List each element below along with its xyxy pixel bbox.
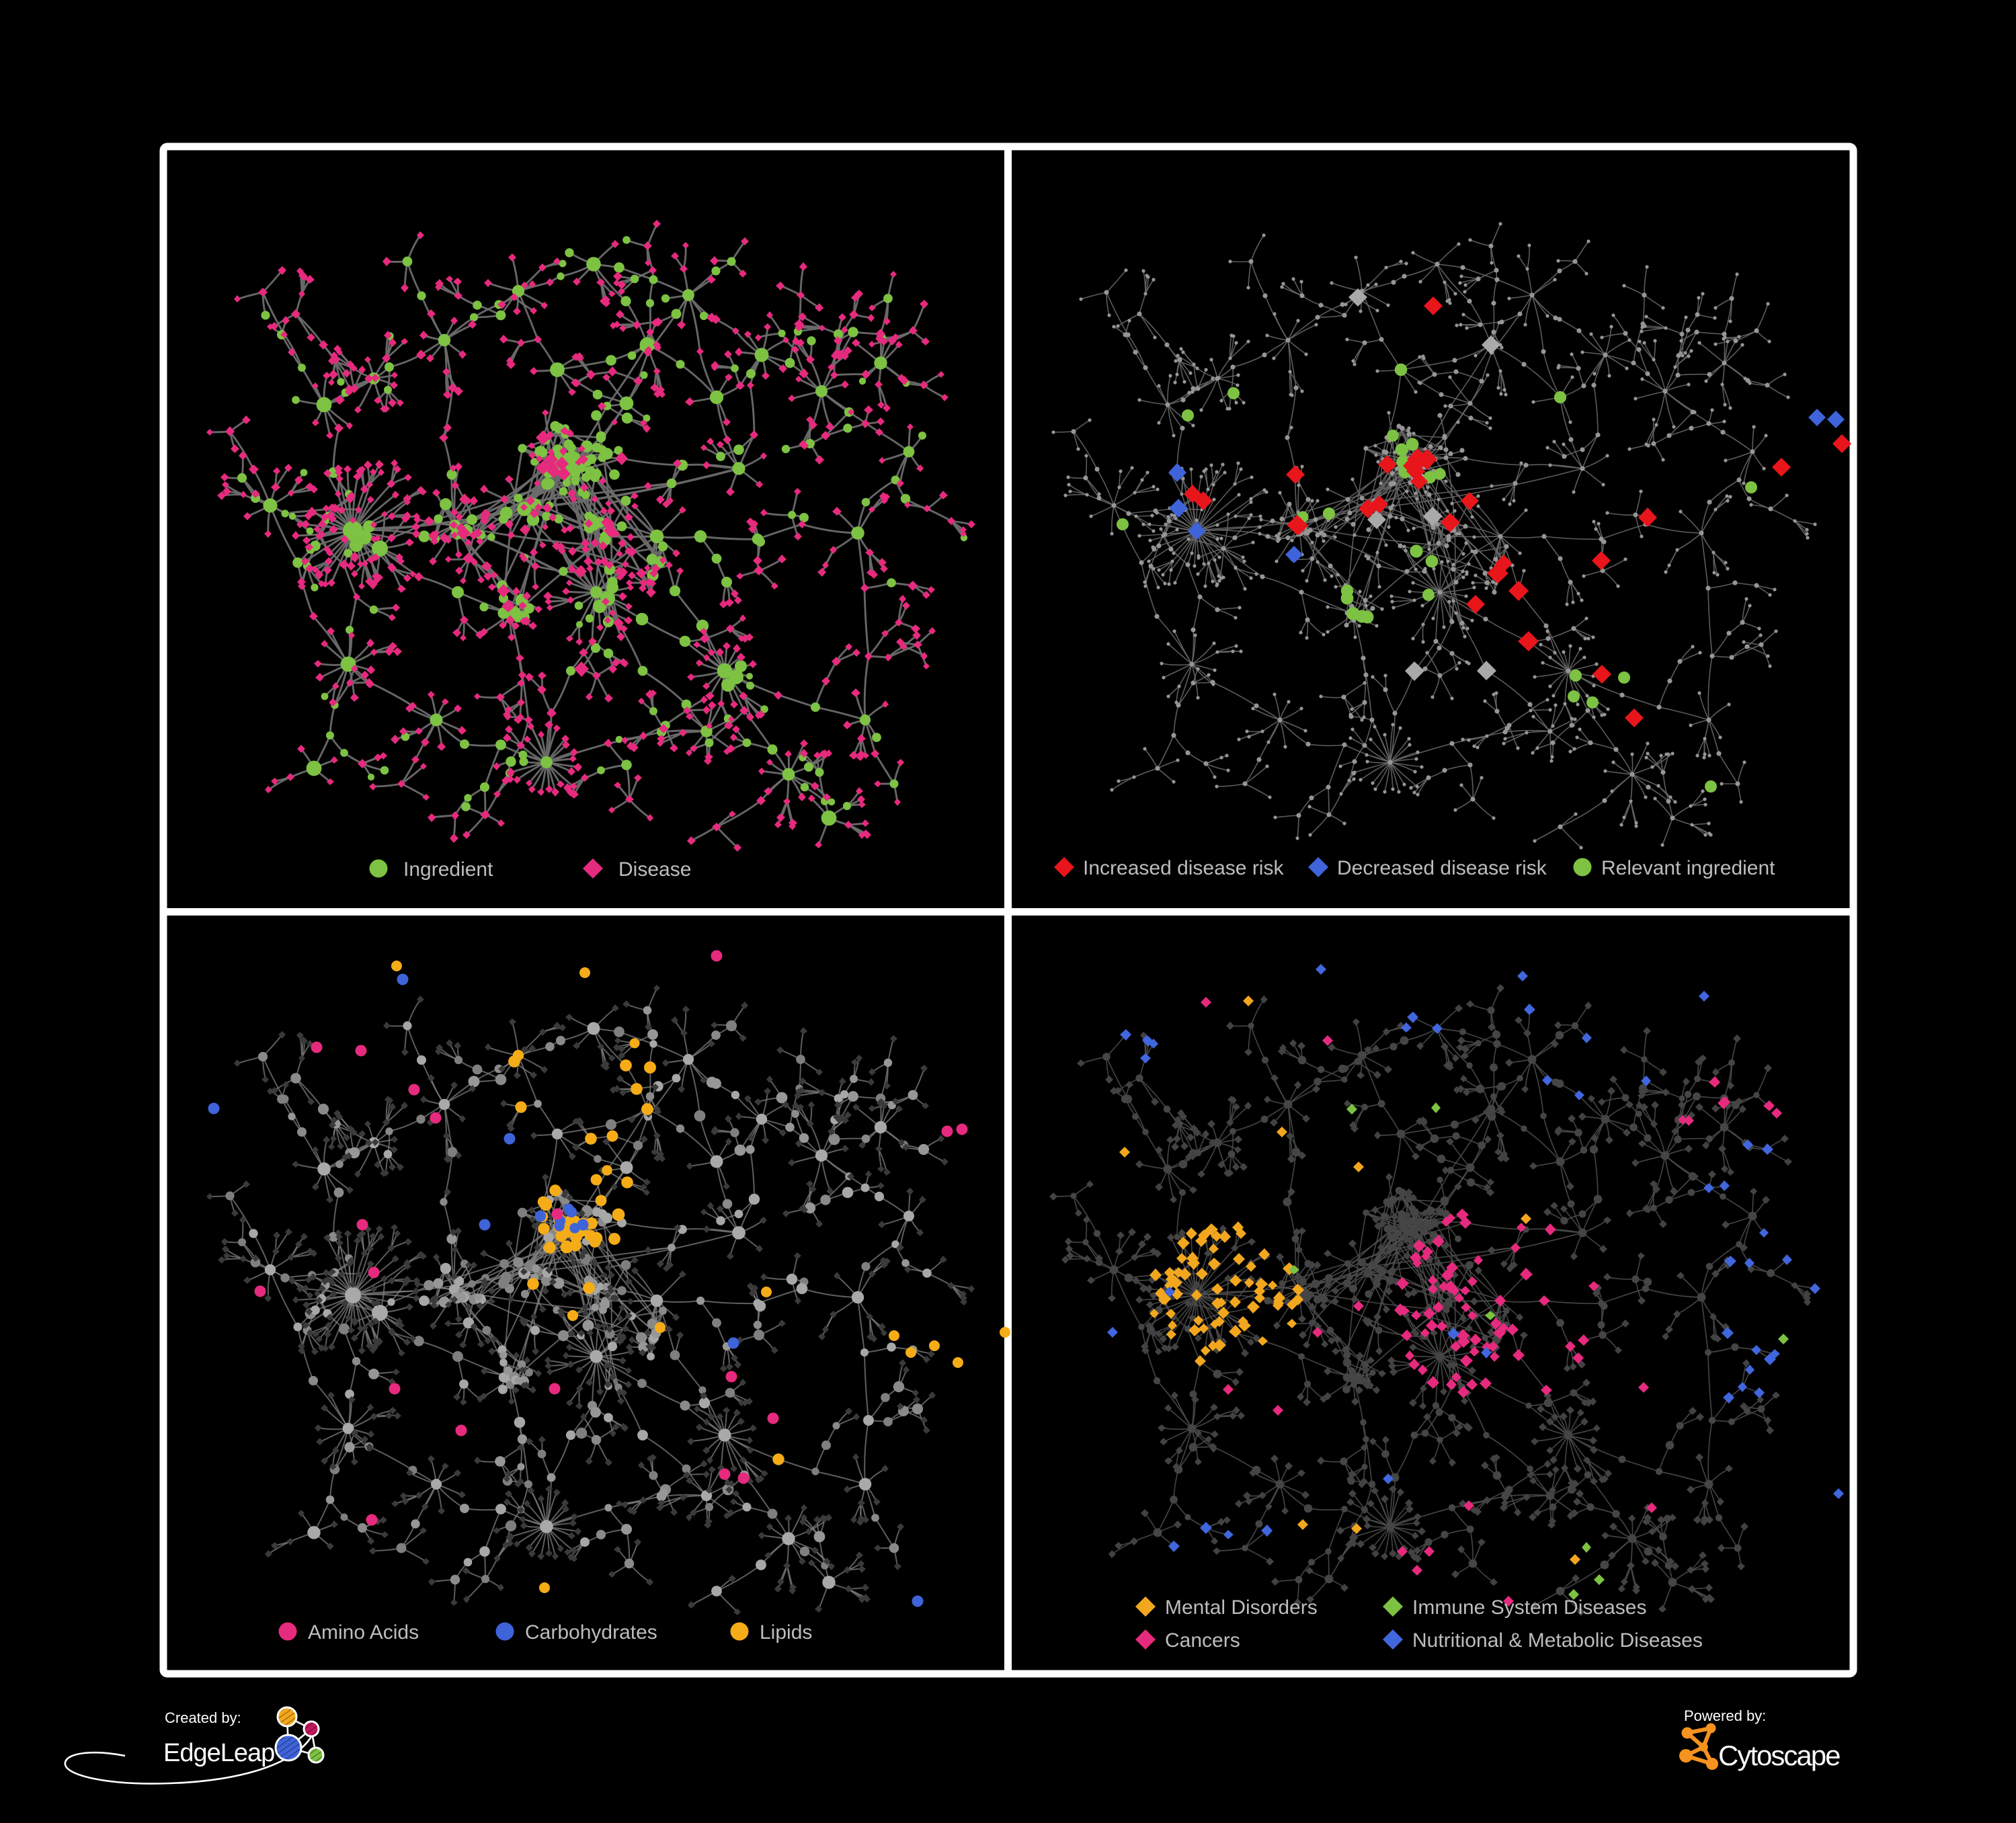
svg-text:EdgeLeap: EdgeLeap (163, 1739, 274, 1767)
svg-text:Ingredient: Ingredient (403, 858, 493, 881)
svg-text:Decreased disease risk: Decreased disease risk (1337, 857, 1547, 879)
svg-text:Lipids: Lipids (760, 1621, 812, 1644)
svg-text:Powered by:: Powered by: (1684, 1707, 1766, 1724)
svg-text:Cytoscape: Cytoscape (1718, 1740, 1840, 1771)
svg-text:Disease: Disease (618, 858, 691, 881)
svg-text:Cancers: Cancers (1165, 1629, 1240, 1652)
svg-text:Nutritional & Metabolic Diseas: Nutritional & Metabolic Diseases (1412, 1629, 1703, 1652)
svg-text:Carbohydrates: Carbohydrates (525, 1621, 657, 1644)
svg-text:Increased disease risk: Increased disease risk (1083, 857, 1284, 879)
svg-text:Mental Disorders: Mental Disorders (1165, 1596, 1318, 1619)
svg-text:Created by:: Created by: (165, 1709, 241, 1726)
svg-text:Relevant ingredient: Relevant ingredient (1601, 857, 1775, 879)
svg-text:Amino Acids: Amino Acids (308, 1621, 419, 1644)
svg-text:Immune System Diseases: Immune System Diseases (1412, 1596, 1646, 1619)
